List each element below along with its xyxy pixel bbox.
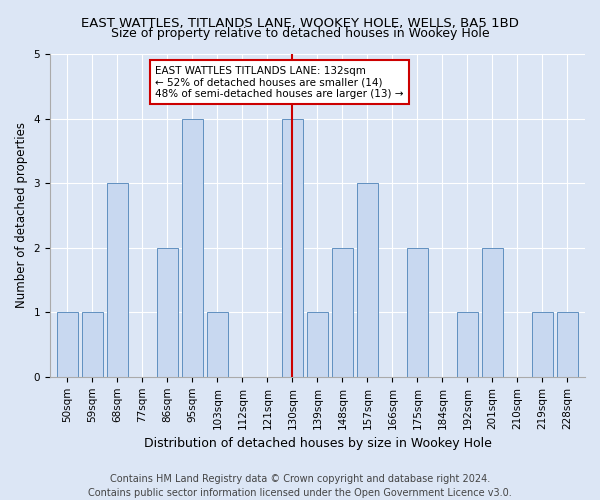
- Bar: [532, 312, 553, 377]
- Bar: [57, 312, 78, 377]
- Bar: [107, 183, 128, 377]
- Bar: [457, 312, 478, 377]
- Bar: [207, 312, 228, 377]
- Bar: [482, 248, 503, 377]
- Bar: [557, 312, 578, 377]
- Bar: [307, 312, 328, 377]
- X-axis label: Distribution of detached houses by size in Wookey Hole: Distribution of detached houses by size …: [143, 437, 491, 450]
- Bar: [157, 248, 178, 377]
- Text: Size of property relative to detached houses in Wookey Hole: Size of property relative to detached ho…: [110, 28, 490, 40]
- Bar: [407, 248, 428, 377]
- Text: Contains HM Land Registry data © Crown copyright and database right 2024.
Contai: Contains HM Land Registry data © Crown c…: [88, 474, 512, 498]
- Bar: [82, 312, 103, 377]
- Y-axis label: Number of detached properties: Number of detached properties: [15, 122, 28, 308]
- Bar: [332, 248, 353, 377]
- Bar: [182, 118, 203, 377]
- Bar: [357, 183, 378, 377]
- Text: EAST WATTLES TITLANDS LANE: 132sqm
← 52% of detached houses are smaller (14)
48%: EAST WATTLES TITLANDS LANE: 132sqm ← 52%…: [155, 66, 403, 99]
- Bar: [282, 118, 303, 377]
- Text: EAST WATTLES, TITLANDS LANE, WOOKEY HOLE, WELLS, BA5 1BD: EAST WATTLES, TITLANDS LANE, WOOKEY HOLE…: [81, 18, 519, 30]
